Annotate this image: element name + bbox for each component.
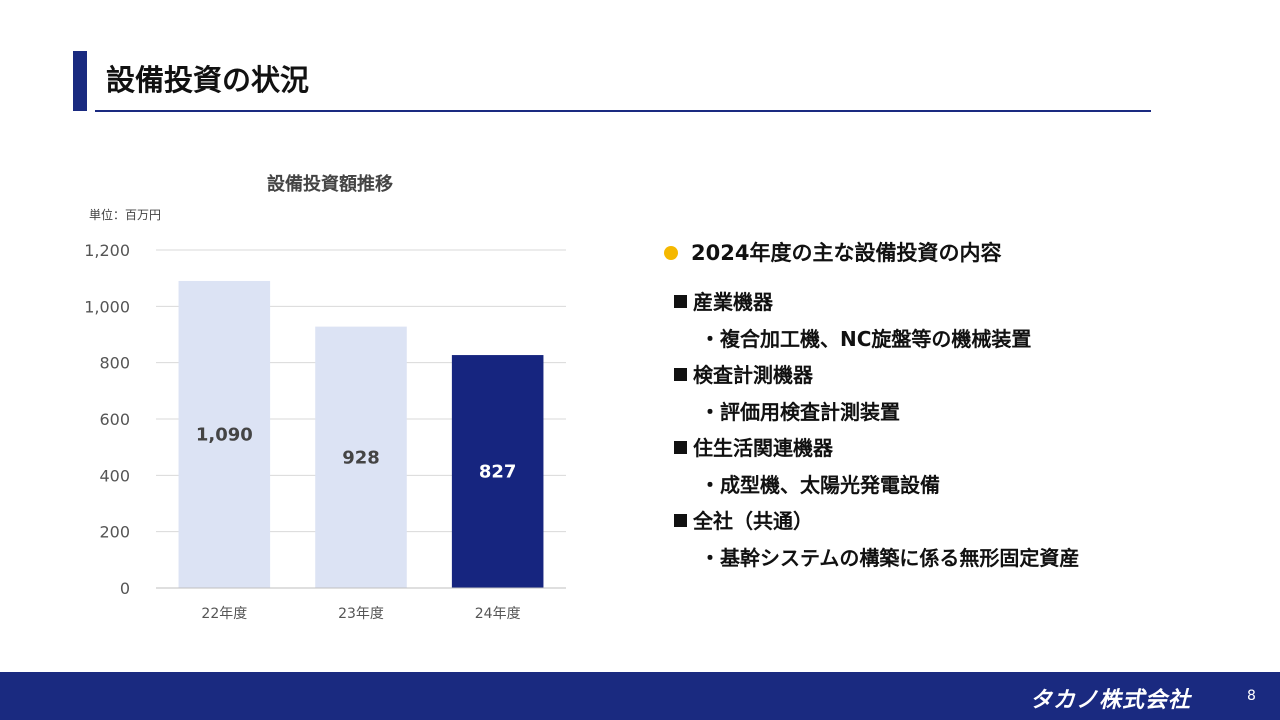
title-underline xyxy=(95,110,1151,112)
category-corporate: 全社（共通） xyxy=(670,503,1079,540)
square-bullet-icon xyxy=(674,295,687,308)
bar xyxy=(178,280,271,588)
y-tick-label: 1,000 xyxy=(84,297,130,316)
y-tick-label: 600 xyxy=(99,410,130,429)
chart-unit-label: 単位：百万円 xyxy=(89,208,162,222)
category-label: 産業機器 xyxy=(693,290,773,314)
square-bullet-icon xyxy=(674,514,687,527)
bar-value-label: 928 xyxy=(342,447,380,468)
item-industrial: ・複合加工機、NC旋盤等の機械装置 xyxy=(700,326,1032,351)
category-label: 全社（共通） xyxy=(693,509,813,533)
item-living: ・成型機、太陽光発電設備 xyxy=(700,472,940,497)
item-inspection: ・評価用検査計測装置 xyxy=(700,399,900,424)
bullet-dot-icon xyxy=(664,246,678,260)
footer-bar: タカノ株式会社 8 xyxy=(0,672,1280,720)
item-corporate: ・基幹システムの構築に係る無形固定資産 xyxy=(700,545,1080,570)
title-accent-bar xyxy=(73,51,87,111)
y-tick-label: 800 xyxy=(99,354,130,373)
category-label: 検査計測機器 xyxy=(693,363,813,387)
slide-title: 設備投資の状況 xyxy=(106,63,310,97)
bar xyxy=(451,355,544,588)
company-logo: タカノ株式会社 xyxy=(1030,688,1192,713)
y-tick-label: 400 xyxy=(99,466,130,485)
y-tick-label: 0 xyxy=(120,579,130,598)
y-tick-label: 1,200 xyxy=(84,241,130,260)
chart-title: 設備投資額推移 xyxy=(267,174,393,195)
capex-bar-chart: 0 200 400 600 800 1,000 1,200 1,090 22年度 928 23年度 8… xyxy=(84,241,566,622)
y-tick-label: 200 xyxy=(99,523,130,542)
x-tick-label: 24年度 xyxy=(475,606,521,622)
x-tick-label: 23年度 xyxy=(338,606,384,622)
bar-value-label: 1,090 xyxy=(196,424,253,445)
square-bullet-icon xyxy=(674,441,687,454)
square-bullet-icon xyxy=(674,368,687,381)
category-inspection: 検査計測機器 xyxy=(670,357,1079,394)
category-industrial: 産業機器 xyxy=(670,284,1079,321)
category-label: 住生活関連機器 xyxy=(693,436,833,460)
page-number: 8 xyxy=(1247,688,1256,704)
x-tick-label: 22年度 xyxy=(201,606,247,622)
bar-value-label: 827 xyxy=(479,462,517,483)
details-heading: 2024年度の主な設備投資の内容 xyxy=(691,241,1002,265)
bar xyxy=(315,326,407,588)
category-living: 住生活関連機器 xyxy=(670,430,1079,467)
details-list: 産業機器 ・複合加工機、NC旋盤等の機械装置 検査計測機器 ・評価用検査計測装置… xyxy=(670,284,1079,576)
